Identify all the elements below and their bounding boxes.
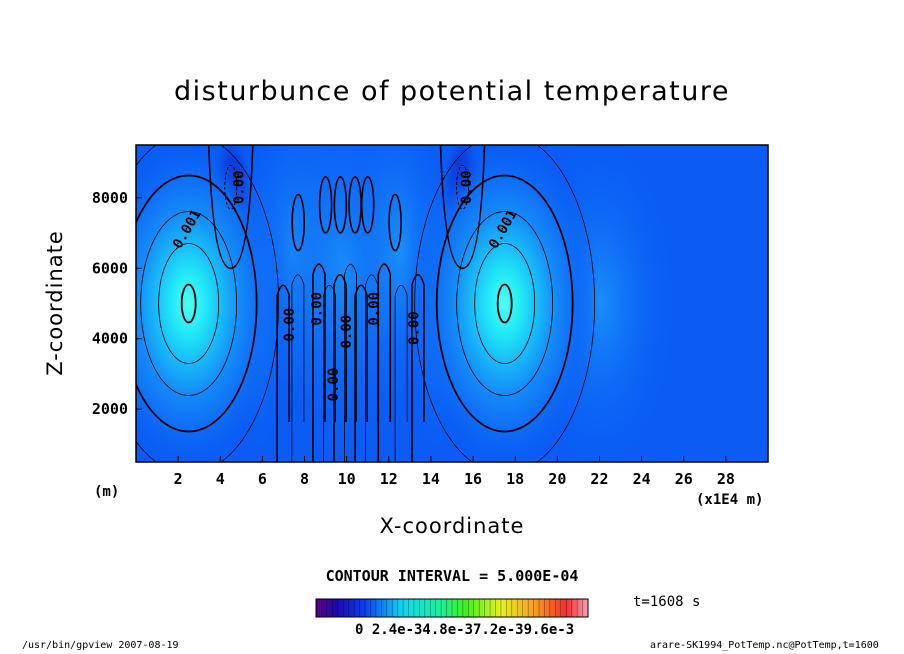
vertical-contour-3 (323, 284, 336, 462)
upper-loop-4 (360, 176, 375, 234)
bubble-contour-0-2 (140, 211, 238, 396)
x-tick-label: 14 (422, 470, 440, 488)
cool-envelope-0 (208, 145, 254, 270)
plot-frame (135, 144, 769, 463)
x-tick-label: 22 (590, 470, 608, 488)
upper-loop-0 (291, 193, 306, 252)
vertical-contour-6 (354, 284, 368, 462)
cool-contour-1 (456, 164, 470, 210)
time-label: t=1608 s (633, 594, 701, 610)
x-tick-label: 12 (380, 470, 398, 488)
x-axis-label: X-coordinate (379, 514, 525, 538)
cool-contour-0 (224, 164, 238, 210)
y-tick-label: 2000 (92, 400, 128, 418)
upper-loop-2 (333, 176, 348, 234)
y-tick-label: 4000 (92, 330, 128, 348)
y-tick-label: 6000 (92, 259, 128, 277)
bubble-contour-0-3 (158, 243, 220, 364)
contour-interval-label: CONTOUR INTERVAL = 5.000E-04 (325, 567, 579, 585)
bubble-contour-0-0 (136, 145, 280, 462)
x-tick-label: 4 (216, 470, 225, 488)
upper-loop-5 (388, 193, 402, 252)
vertical-contour-5 (344, 263, 357, 462)
vertical-contour-0 (276, 284, 290, 462)
warm-bubble-0 (136, 145, 284, 462)
colorbar-labels: 0 2.4e-34.8e-37.2e-39.6e-3 (355, 622, 575, 638)
contour-label: 0.00 (309, 292, 325, 326)
vertical-contour-2 (312, 263, 326, 462)
contour-label: 0.00 (366, 292, 382, 326)
x-tick-label: 8 (300, 470, 309, 488)
x-tick-label: 24 (633, 470, 651, 488)
cool-envelope-1 (439, 145, 486, 270)
contour-label: 0.00 (459, 170, 475, 204)
footer-source-file: arare-SK1994_PotTemp.nc@PotTemp,t=1600 (650, 640, 879, 651)
y-tick-label: 8000 (92, 189, 128, 207)
x-unit-left: (m) (94, 484, 120, 500)
vertical-contour-10 (411, 273, 425, 462)
colorbar (315, 598, 589, 618)
chart-title: disturbunce of potential temperature (174, 76, 730, 107)
contour-label: 0.00 (339, 315, 355, 349)
vertical-contour-8 (377, 263, 392, 462)
x-tick-label: 26 (675, 470, 693, 488)
x-tick-label: 10 (338, 470, 356, 488)
x-tick-label: 16 (464, 470, 482, 488)
vertical-contour-9 (394, 284, 408, 462)
bubble-contour-1-4 (496, 283, 513, 324)
warm-bubble-1 (409, 145, 600, 462)
x-unit-right: (x1E4 m) (696, 492, 764, 508)
bubble-contour-1-3 (474, 243, 536, 364)
x-tick-label: 18 (506, 470, 524, 488)
bubble-contour-0-4 (180, 283, 197, 324)
bubble-contour-1-0 (414, 145, 596, 462)
vertical-contour-1 (291, 274, 305, 462)
contour-label: 0.00 (326, 368, 342, 402)
y-axis-label: Z-coordinate (43, 230, 67, 376)
contour-label: 0.00 (282, 308, 298, 342)
x-tick-label: 20 (548, 470, 566, 488)
bubble-contour-0-1 (136, 174, 258, 433)
upper-loop-1 (318, 176, 333, 234)
bubble-contour-1-1 (435, 174, 574, 433)
x-tick-label: 2 (174, 470, 183, 488)
footer-program-date: /usr/bin/gpview 2007-08-19 (22, 640, 179, 651)
vertical-contour-4 (333, 273, 347, 462)
x-tick-label: 6 (258, 470, 267, 488)
bubble-contour-1-2 (456, 211, 554, 396)
contour-label: 0.00 (231, 170, 247, 204)
x-tick-label: 28 (717, 470, 735, 488)
contour-label: 0.00 (406, 311, 422, 345)
